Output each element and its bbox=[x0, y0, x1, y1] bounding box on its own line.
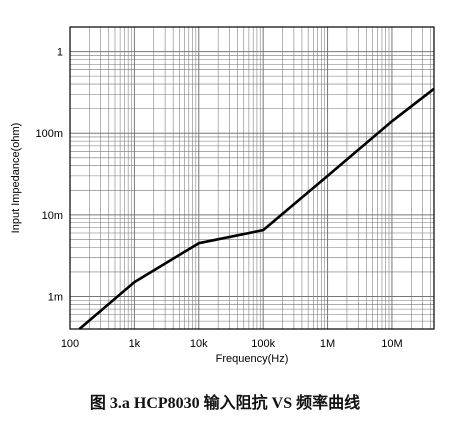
x-tick-label: 100 bbox=[61, 338, 79, 350]
y-tick-labels: 1m 10m 100m 1 bbox=[35, 47, 63, 304]
grid-lines bbox=[69, 26, 434, 330]
impedance-chart: 100 1k 10k 100k 1M 10M 1m 10m 100m 1 Frequency(H… bbox=[10, 26, 435, 365]
x-tick-label: 1M bbox=[320, 338, 335, 350]
y-tick-label: 100m bbox=[35, 128, 63, 140]
x-tick-label: 1k bbox=[129, 338, 141, 350]
x-tick-label: 100k bbox=[251, 338, 275, 350]
x-axis-label: Frequency(Hz) bbox=[216, 353, 289, 365]
impedance-curve bbox=[78, 87, 435, 330]
y-tick-label: 10m bbox=[42, 210, 63, 222]
y-tick-label: 1m bbox=[48, 292, 63, 304]
y-axis-label: Input Impedance(ohm) bbox=[10, 123, 22, 234]
x-tick-labels: 100 1k 10k 100k 1M 10M bbox=[61, 338, 403, 350]
x-tick-label: 10k bbox=[190, 338, 208, 350]
plot-frame bbox=[69, 26, 435, 330]
y-tick-label: 1 bbox=[57, 47, 63, 59]
figure-caption: 图 3.a HCP8030 输入阻抗 VS 频率曲线 bbox=[89, 395, 361, 412]
x-tick-label: 10M bbox=[381, 338, 402, 350]
